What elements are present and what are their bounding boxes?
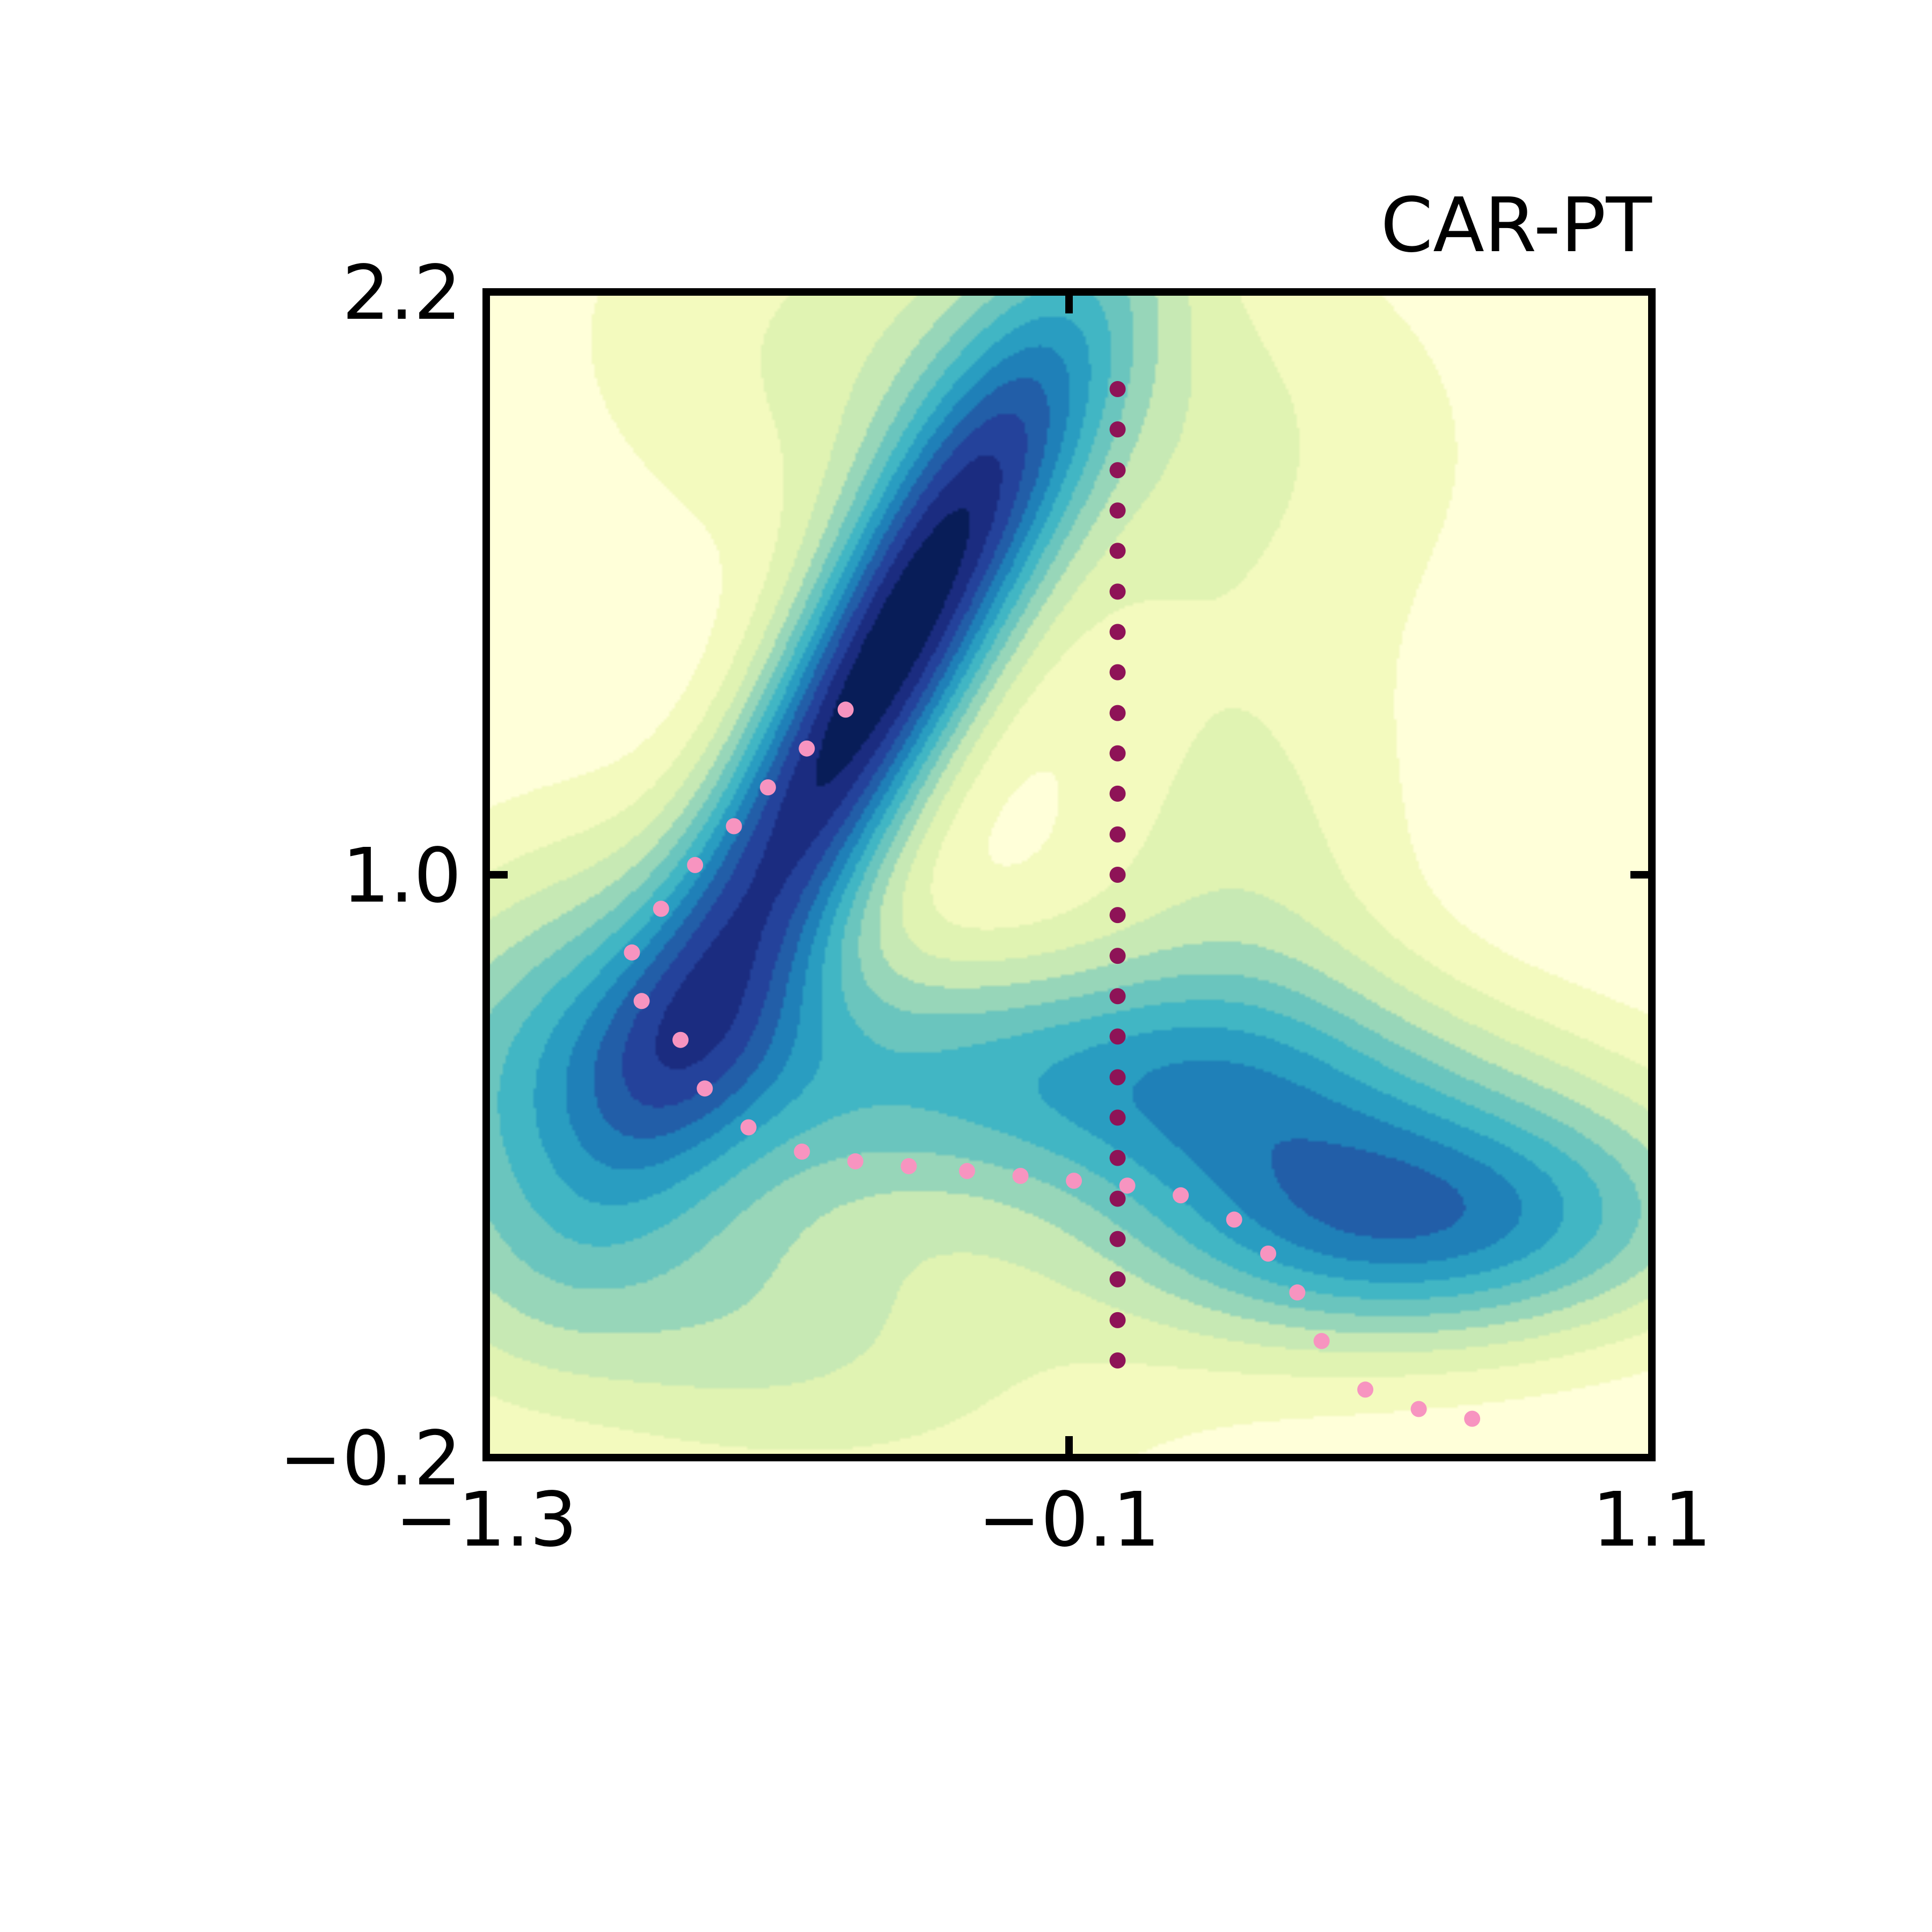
series-1-point: [1109, 1312, 1126, 1328]
series-1-point: [1109, 421, 1126, 438]
series-0-point: [726, 818, 742, 835]
plot-frame: [482, 288, 1656, 1461]
series-0-point: [672, 1031, 689, 1048]
series-1-point: [1109, 907, 1126, 924]
x-tick-label-0: −1.3: [395, 1476, 577, 1564]
series-0-point: [1289, 1284, 1306, 1301]
chart-title: CAR-PT: [1380, 182, 1652, 269]
series-1-point: [1109, 381, 1126, 397]
series-1-point: [1109, 1028, 1126, 1045]
series-0: [624, 701, 1481, 1427]
series-0-point: [958, 1163, 975, 1180]
y-tick-label-1: 1.0: [342, 832, 462, 920]
series-0-point: [653, 901, 669, 917]
series-1-point: [1109, 543, 1126, 559]
series-0-point: [633, 993, 650, 1009]
series-1-point: [1109, 664, 1126, 680]
series-1-point: [1109, 1231, 1126, 1247]
series-0-point: [799, 740, 815, 757]
series-0-point: [1012, 1168, 1029, 1184]
series-0-point: [1173, 1187, 1189, 1204]
series-1-point: [1109, 948, 1126, 964]
series-0-point: [847, 1153, 863, 1169]
series-0-point: [837, 701, 854, 718]
series-1: [1109, 381, 1126, 1368]
series-1-point: [1109, 502, 1126, 519]
series-0-point: [1226, 1211, 1242, 1228]
y-tick-label-0: −0.2: [279, 1415, 462, 1503]
series-0-point: [1357, 1381, 1374, 1398]
path-series: [624, 381, 1481, 1427]
series-1-point: [1109, 826, 1126, 843]
series-1-point: [1109, 705, 1126, 721]
series-1-point: [1109, 867, 1126, 883]
series-0-point: [740, 1119, 757, 1136]
series-1-point: [1109, 988, 1126, 1005]
series-1-point: [1109, 1271, 1126, 1287]
series-0-point: [901, 1158, 917, 1174]
series-1-point: [1109, 1150, 1126, 1166]
y-tick-label-2: 2.2: [342, 250, 462, 337]
series-0-point: [1119, 1177, 1136, 1194]
series-1-point: [1109, 745, 1126, 762]
series-0-point: [1410, 1401, 1427, 1417]
series-0-point: [1313, 1333, 1330, 1349]
series-1-point: [1109, 462, 1126, 479]
series-1-point: [1109, 1109, 1126, 1126]
series-1-point: [1109, 1352, 1126, 1368]
series-1-point: [1109, 583, 1126, 600]
series-0-point: [687, 857, 704, 873]
series-1-point: [1109, 1069, 1126, 1086]
series-1-point: [1109, 785, 1126, 802]
series-0-point: [1464, 1410, 1481, 1427]
x-tick-label-2: 1.1: [1592, 1476, 1712, 1564]
series-0-point: [624, 944, 640, 961]
y-tick-labels: −0.2 1.0 2.2: [279, 250, 462, 1503]
series-0-point: [697, 1080, 713, 1097]
series-0-point: [794, 1143, 810, 1160]
series-1-point: [1109, 1190, 1126, 1207]
plot-area: [486, 292, 1652, 1458]
x-tick-labels: −1.3 −0.1 1.1: [395, 1476, 1711, 1564]
x-tick-label-1: −0.1: [978, 1476, 1160, 1564]
contour-surface: [486, 292, 1652, 1458]
series-0-point: [1260, 1245, 1277, 1262]
series-1-point: [1109, 624, 1126, 640]
series-0-point: [1066, 1173, 1082, 1189]
series-0-point: [759, 779, 776, 796]
